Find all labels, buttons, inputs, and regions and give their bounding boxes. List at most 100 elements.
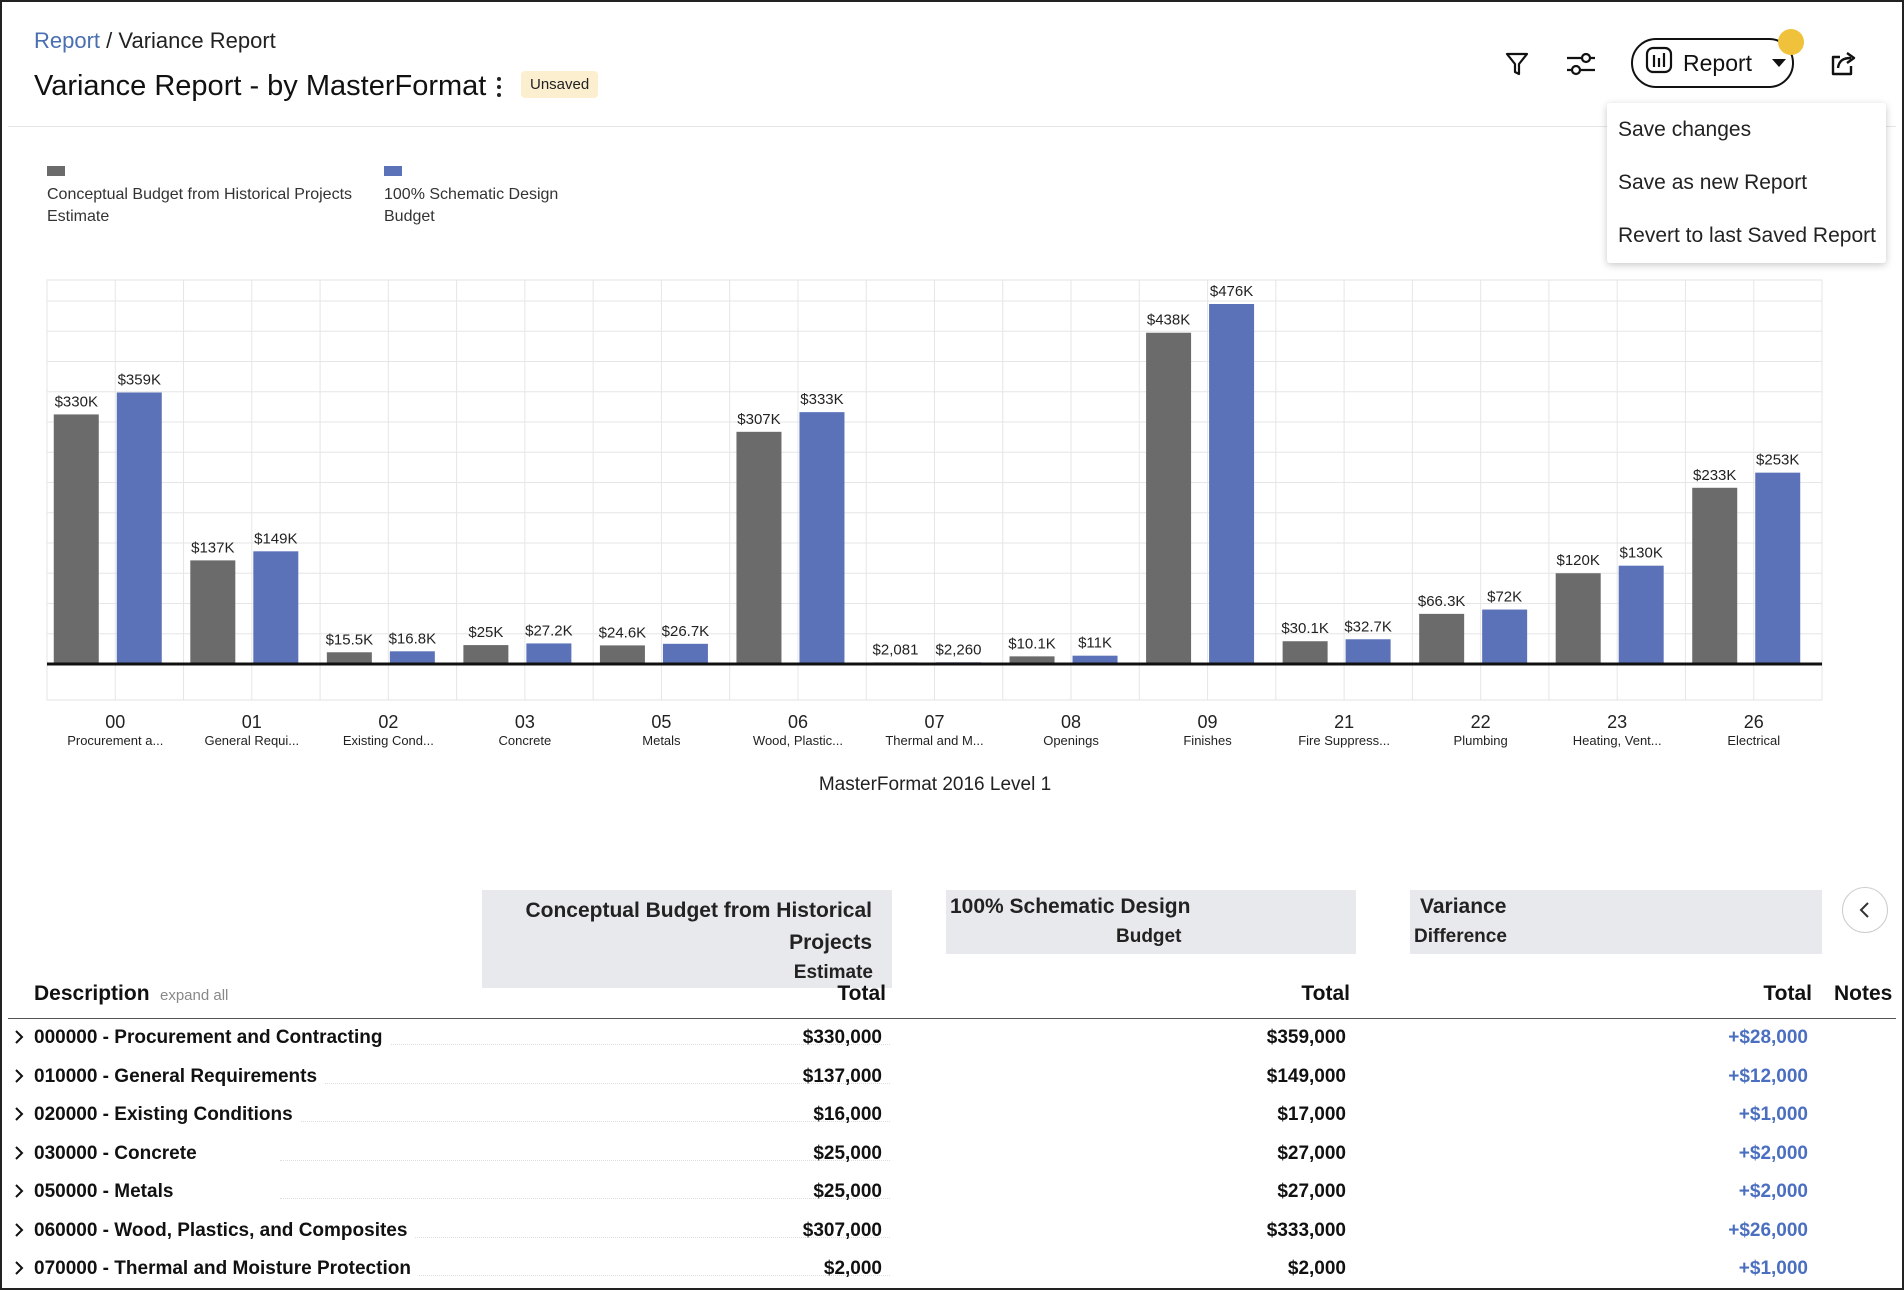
row-estimate-total: $2,000 (823, 1258, 882, 1279)
chevron-right-icon[interactable] (14, 1260, 24, 1281)
row-budget-total: $27,000 (1277, 1181, 1346, 1202)
chevron-right-icon[interactable] (14, 1029, 24, 1050)
legend-label-budget-line2: Budget (384, 208, 435, 225)
estimate-total-header: Total (837, 982, 886, 1005)
row-leader (280, 1236, 890, 1238)
estimate-header-line3: Estimate (793, 962, 873, 983)
data-label: $25K (468, 624, 503, 641)
share-icon[interactable] (1824, 44, 1864, 84)
x-tick-sublabel: Thermal and M... (885, 733, 983, 748)
bar-21-series-2 (1345, 639, 1391, 664)
data-label: $333K (800, 391, 843, 408)
menu-item-save-changes[interactable]: Save changes (1618, 118, 1752, 141)
bar-02-series-2 (389, 651, 435, 664)
menu-item-save-as-new[interactable]: Save as new Report (1618, 171, 1808, 194)
row-description: 030000 - Concrete (34, 1142, 205, 1165)
row-leader (280, 1082, 890, 1084)
column-group-variance (1410, 890, 1822, 954)
collapse-columns-button[interactable] (1842, 887, 1888, 933)
row-budget-total: $17,000 (1277, 1104, 1346, 1125)
data-label: $233K (1693, 467, 1736, 484)
column-group-estimate-label: Conceptual Budget from Historical Projec… (482, 895, 873, 987)
chevron-right-icon[interactable] (14, 1222, 24, 1243)
data-label: $24.6K (599, 624, 647, 641)
table-row[interactable]: 010000 - General Requirements $137,000 $14… (0, 1059, 1900, 1097)
data-label: $130K (1620, 545, 1663, 562)
row-variance-total: +$2,000 (1738, 1142, 1808, 1164)
x-tick-sublabel: Heating, Vent... (1573, 733, 1662, 748)
row-budget-total: $359,000 (1266, 1027, 1346, 1048)
row-variance-total: +$1,000 (1738, 1258, 1808, 1279)
table-row[interactable]: 030000 - Concrete $25,000 $27,000 +$2,000 (0, 1136, 1900, 1174)
x-tick-sublabel: Openings (1043, 733, 1099, 748)
row-estimate-total: $307,000 (802, 1219, 882, 1241)
table-row[interactable]: 000000 - Procurement and Contracting $330… (0, 1020, 1900, 1058)
bar-01-series-2 (253, 551, 299, 664)
table-row[interactable]: 020000 - Existing Conditions $16,000 $17,0… (0, 1097, 1900, 1135)
bar-chart-icon (1645, 46, 1673, 80)
filter-icon[interactable] (1497, 44, 1537, 84)
column-group-budget (946, 890, 1356, 954)
row-variance-total: +$26,000 (1728, 1219, 1808, 1241)
row-budget-total: $149,000 (1266, 1065, 1346, 1087)
table-row[interactable]: 070000 - Thermal and Moisture Protection… (0, 1251, 1900, 1289)
settings-sliders-icon[interactable] (1561, 44, 1601, 84)
data-label: $2,260 (936, 641, 982, 658)
header-divider (8, 126, 1896, 127)
more-options-icon[interactable] (489, 72, 509, 102)
expand-all-link[interactable]: expand all (160, 987, 229, 1004)
row-variance-total: +$2,000 (1738, 1181, 1808, 1202)
data-label: $438K (1147, 312, 1190, 329)
x-tick-sublabel: Concrete (499, 733, 552, 748)
legend-swatch-estimate (47, 166, 65, 176)
x-tick-sublabel: Finishes (1183, 733, 1232, 748)
bar-02-series-1 (326, 652, 372, 664)
x-tick-label: 09 (1198, 712, 1218, 732)
bar-09-series-1 (1146, 332, 1192, 664)
variance-total-header: Total (1763, 982, 1812, 1005)
data-label: $253K (1756, 452, 1799, 469)
chevron-right-icon[interactable] (14, 1106, 24, 1127)
chevron-right-icon[interactable] (14, 1183, 24, 1204)
table-row[interactable]: 060000 - Wood, Plastics, and Composites $… (0, 1213, 1900, 1251)
row-estimate-total: $330,000 (802, 1027, 882, 1048)
report-dropdown-button[interactable]: Report (1631, 38, 1794, 88)
bar-05-series-1 (599, 645, 645, 664)
estimate-header-line2: Projects (789, 931, 872, 954)
legend-label-budget-line1: 100% Schematic Design (384, 186, 559, 203)
bar-00-series-2 (116, 392, 162, 664)
bar-09-series-2 (1209, 304, 1255, 664)
chevron-right-icon[interactable] (14, 1145, 24, 1166)
bar-03-series-2 (526, 643, 572, 664)
row-variance-total: +$12,000 (1728, 1065, 1808, 1087)
row-description: 060000 - Wood, Plastics, and Composites (34, 1219, 416, 1242)
row-variance-total: +$1,000 (1738, 1104, 1808, 1125)
report-button-label: Report (1683, 49, 1753, 76)
bar-03-series-1 (463, 645, 509, 664)
bar-22-series-2 (1482, 609, 1528, 664)
x-tick-label: 23 (1607, 712, 1627, 732)
x-tick-label: 08 (1061, 712, 1081, 732)
variance-header-line1: Variance (1420, 895, 1507, 918)
row-leader (280, 1159, 890, 1161)
table-header-divider (8, 1018, 1896, 1019)
x-tick-sublabel: Existing Cond... (343, 733, 434, 748)
data-label: $26.7K (662, 623, 710, 640)
description-column-header[interactable]: Description (34, 982, 150, 1005)
row-leader (280, 1198, 890, 1199)
data-label: $32.7K (1344, 618, 1392, 635)
budget-total-header: Total (1301, 982, 1350, 1005)
breadcrumb: Report / Variance Report (34, 28, 276, 54)
x-tick-label: 06 (788, 712, 808, 732)
x-tick-label: 00 (105, 712, 125, 732)
menu-item-revert[interactable]: Revert to last Saved Report (1618, 224, 1876, 247)
legend-label-estimate-line1: Conceptual Budget from Historical Projec… (47, 186, 353, 203)
chevron-right-icon[interactable] (14, 1068, 24, 1089)
data-label: $307K (737, 411, 780, 428)
table-row[interactable]: 050000 - Metals $25,000 $27,000 +$2,000 (0, 1174, 1900, 1212)
data-label: $149K (254, 530, 297, 547)
bar-08-series-1 (1009, 656, 1055, 664)
breadcrumb-report-link[interactable]: Report (34, 28, 101, 53)
row-description: 070000 - Thermal and Moisture Protection (34, 1258, 419, 1280)
